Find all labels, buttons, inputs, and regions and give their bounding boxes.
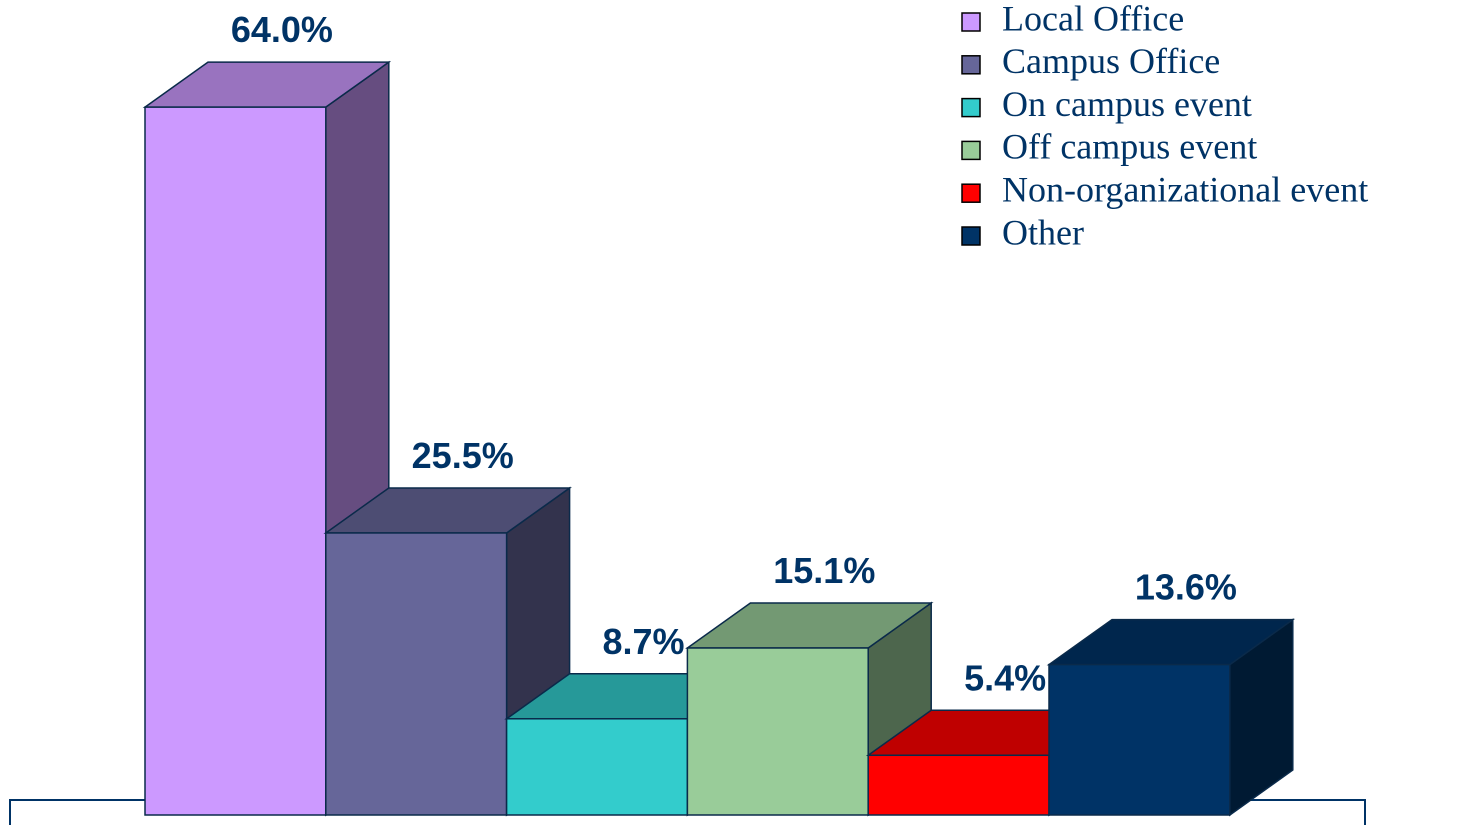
legend-label: On campus event (1002, 84, 1252, 124)
bar (686, 647, 869, 816)
legend-label: Other (1002, 212, 1084, 252)
bar (325, 532, 508, 816)
value-label: 5.4% (964, 657, 1046, 698)
legend-label: Local Office (1002, 0, 1184, 38)
legend-label: Non-organizational event (1002, 169, 1368, 209)
bar (1048, 663, 1231, 816)
legend-label: Campus Office (1002, 41, 1220, 81)
bar (144, 106, 327, 816)
value-label: 8.7% (602, 621, 684, 662)
legend-swatch (961, 97, 981, 118)
value-label: 15.1% (773, 550, 875, 591)
legend-swatch (961, 226, 981, 246)
value-label: 25.5% (412, 435, 514, 476)
bar (867, 754, 1050, 816)
legend-swatch (961, 183, 981, 203)
legend-swatch (961, 140, 981, 161)
legend-swatch (961, 55, 981, 75)
value-label: 64.0% (231, 9, 333, 50)
bar (505, 718, 689, 816)
legend-swatch (961, 12, 981, 32)
legend-label: Off campus event (1002, 127, 1257, 167)
value-label: 13.6% (1135, 567, 1237, 608)
